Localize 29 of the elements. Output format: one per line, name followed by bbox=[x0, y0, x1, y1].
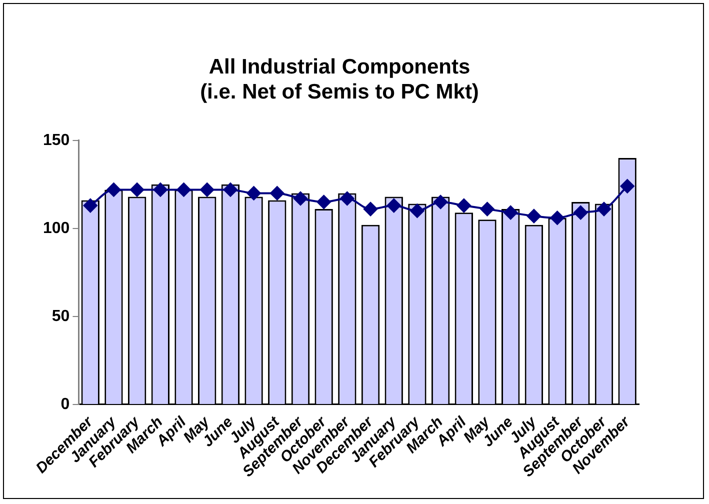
point bbox=[596, 202, 611, 216]
point bbox=[200, 182, 214, 197]
point bbox=[223, 182, 238, 197]
y-tick-label: 150 bbox=[42, 132, 70, 149]
point bbox=[480, 202, 494, 216]
point bbox=[574, 206, 588, 220]
chart-title: All Industrial Components (i.e. Net of Semis to PC Mkt) bbox=[200, 55, 479, 104]
point bbox=[130, 182, 144, 197]
point bbox=[526, 209, 541, 224]
point bbox=[83, 198, 98, 213]
y-tick-label: 50 bbox=[52, 308, 70, 325]
point bbox=[410, 204, 424, 218]
point bbox=[106, 182, 121, 197]
y-tick-label: 100 bbox=[42, 220, 70, 237]
point bbox=[550, 210, 564, 225]
y-tick-label: 0 bbox=[60, 396, 70, 413]
point bbox=[340, 191, 354, 206]
point bbox=[153, 182, 168, 197]
point bbox=[316, 195, 331, 210]
point bbox=[364, 202, 378, 216]
point bbox=[270, 186, 284, 200]
point bbox=[386, 198, 401, 213]
point bbox=[176, 182, 191, 197]
point bbox=[456, 198, 471, 213]
point bbox=[434, 195, 448, 210]
point bbox=[246, 186, 261, 200]
point bbox=[293, 191, 308, 206]
point bbox=[504, 206, 518, 220]
point bbox=[620, 179, 634, 194]
